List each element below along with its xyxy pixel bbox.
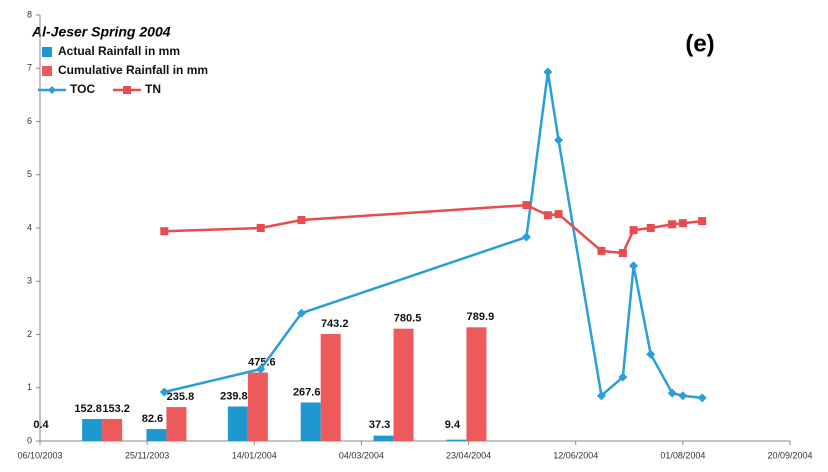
- bar: [248, 373, 268, 441]
- legend-label: TN: [145, 82, 161, 96]
- marker: [647, 224, 655, 232]
- marker: [630, 226, 638, 234]
- legend-label: Actual Rainfall in mm: [58, 44, 180, 58]
- line: [164, 205, 702, 253]
- marker: [698, 217, 706, 225]
- x-tick-label: 01/08/2004: [660, 450, 705, 460]
- y-tick-label: 1: [27, 382, 32, 392]
- y-tick-label: 4: [27, 222, 32, 232]
- x-tick-label: 20/09/2004: [767, 450, 812, 460]
- x-tick-label: 06/10/2003: [17, 450, 62, 460]
- bar-label: 235.8: [167, 391, 195, 403]
- marker: [629, 261, 638, 270]
- marker: [160, 227, 168, 235]
- x-tick-label: 12/06/2004: [553, 450, 598, 460]
- bar: [446, 440, 466, 441]
- legend-swatch: [42, 66, 52, 76]
- bar: [466, 327, 486, 441]
- marker: [679, 219, 687, 227]
- y-tick-label: 3: [27, 276, 32, 286]
- legend-swatch: [42, 47, 52, 57]
- bar-label: 9.4: [445, 419, 461, 431]
- bar: [301, 402, 321, 441]
- bar-label: 37.3: [369, 419, 390, 431]
- marker: [543, 67, 552, 76]
- y-tick-label: 5: [27, 169, 32, 179]
- bar-label: 743.2: [321, 318, 349, 330]
- bar: [321, 334, 341, 441]
- chart-title: Al-Jeser Spring 2004: [31, 24, 171, 40]
- marker: [597, 247, 605, 255]
- x-tick-label: 04/03/2004: [339, 450, 384, 460]
- marker: [554, 136, 563, 145]
- y-tick-label: 8: [27, 9, 32, 19]
- marker: [522, 233, 531, 242]
- marker: [544, 211, 552, 219]
- bar-label: 0.4: [33, 419, 49, 431]
- legend-marker: [48, 86, 56, 94]
- bar: [146, 429, 166, 441]
- bar: [82, 419, 102, 441]
- bar: [228, 406, 248, 441]
- x-tick-label: 25/11/2003: [125, 450, 169, 460]
- y-tick-label: 2: [27, 329, 32, 339]
- legend-label: TOC: [70, 82, 95, 96]
- marker: [678, 391, 687, 400]
- bar-label: 267.6: [293, 386, 321, 398]
- y-tick-label: 6: [27, 116, 32, 126]
- bar-label: 789.9: [467, 311, 495, 323]
- y-tick-label: 0: [27, 435, 32, 445]
- marker: [619, 249, 627, 257]
- x-tick-label: 23/04/2004: [446, 450, 491, 460]
- bar: [166, 407, 186, 441]
- line: [164, 72, 702, 398]
- bar-label: 82.6: [142, 413, 163, 425]
- bar: [374, 436, 394, 441]
- marker: [522, 201, 530, 209]
- marker: [698, 393, 707, 402]
- bar-label: 239.8: [220, 390, 248, 402]
- marker: [297, 216, 305, 224]
- y-tick-label: 7: [27, 63, 32, 73]
- x-tick-label: 14/01/2004: [232, 450, 277, 460]
- annotation: (e): [685, 30, 714, 57]
- legend-label: Cumulative Rainfall in mm: [58, 63, 208, 77]
- bar-label: 780.5: [394, 313, 422, 325]
- bar-label: 152.8: [74, 403, 102, 415]
- marker: [555, 210, 563, 218]
- legend-marker: [123, 86, 131, 94]
- marker: [668, 220, 676, 228]
- bar: [102, 419, 122, 441]
- bar: [394, 329, 414, 441]
- marker: [257, 224, 265, 232]
- bar-label: 153.2: [102, 403, 130, 415]
